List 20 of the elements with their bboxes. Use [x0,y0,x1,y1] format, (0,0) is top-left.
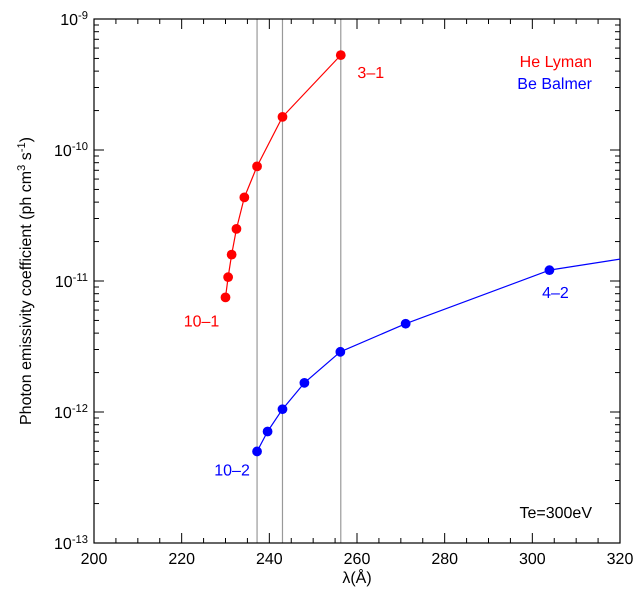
text: Be Balmer [517,76,593,93]
y-tick-label: 10$^{-10}$ [54,141,88,160]
y-tick-label: 10$^{-13}$ [54,534,88,553]
x-tick-label: 200 [80,551,108,568]
text: He Lyman [520,54,592,71]
x-tick-label: 320 [606,551,634,568]
x-tick-label: 240 [256,551,283,568]
annotation: Te=300eV [519,505,592,522]
y-tick-label: 10$^{-12}$ [54,403,88,422]
annotation: 4–2 [542,285,569,302]
y-tick-label: 10$^{-9}$ [60,10,88,29]
x-axis-title: λ(Å) [342,569,372,587]
annotation: 10–1 [184,313,220,330]
x-tick-label: 220 [168,551,196,568]
x-tick-label: 260 [344,551,370,568]
x-tick-label: 300 [518,551,546,568]
y-tick-label: 10$^{-11}$ [54,272,88,291]
annotation: 10–2 [214,462,250,480]
x-tick-label: 280 [431,551,458,568]
annotation: 3–1 [357,65,384,82]
